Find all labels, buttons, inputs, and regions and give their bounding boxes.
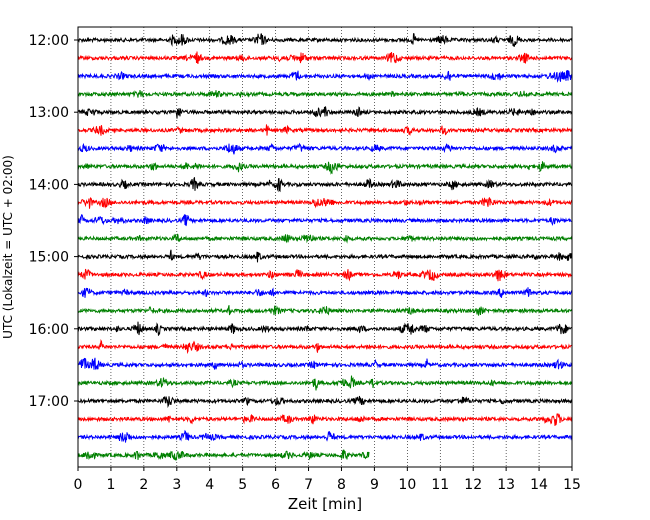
seismic-trace	[77, 142, 573, 155]
y-tick-label: 13:00	[29, 105, 69, 121]
seismic-trace	[77, 413, 573, 426]
plot-background	[78, 27, 572, 467]
seismic-trace	[77, 177, 573, 193]
seismic-trace	[77, 249, 573, 263]
seismic-trace	[77, 321, 573, 336]
y-tick-label: 16:00	[29, 322, 69, 338]
seismic-trace	[77, 51, 573, 64]
x-tick-label: 12	[464, 477, 482, 493]
seismic-trace	[77, 233, 573, 244]
y-axis-label: UTC (Lokalzeit = UTC + 02:00)	[1, 155, 15, 339]
plot-frame	[77, 26, 573, 468]
seismic-trace	[77, 268, 573, 282]
x-tick-label: 4	[205, 477, 214, 493]
seismic-trace	[77, 339, 573, 355]
seismic-trace	[77, 124, 573, 137]
seismic-trace	[77, 70, 573, 83]
seismic-trace	[77, 375, 573, 391]
seismic-trace	[77, 357, 573, 371]
x-tick-label: 7	[304, 477, 313, 493]
x-tick-label: 1	[106, 477, 115, 493]
x-axis-label: Zeit [min]	[288, 495, 362, 513]
seismic-trace	[77, 106, 573, 119]
x-tick-label: 15	[563, 477, 581, 493]
trace-lines	[77, 33, 573, 462]
x-tick-label: 5	[238, 477, 247, 493]
x-tick-label: 14	[530, 477, 548, 493]
seismic-trace	[77, 90, 573, 99]
y-axis-ticks: 12:00 13:00 14:00 15:00 16:00 17:00	[29, 33, 78, 410]
x-gridlines	[110, 27, 540, 467]
x-tick-label: 6	[271, 477, 280, 493]
seismic-trace	[77, 287, 573, 298]
seismic-trace	[77, 449, 370, 462]
y-tick-label: 15:00	[29, 250, 69, 266]
x-tick-label: 10	[398, 477, 416, 493]
x-tick-label: 2	[139, 477, 148, 493]
seismic-trace	[77, 197, 573, 209]
seismic-trace	[77, 395, 573, 409]
seismic-trace	[77, 429, 573, 443]
seismic-trace	[77, 161, 573, 175]
seismic-trace	[77, 305, 573, 316]
y-tick-label: 17:00	[29, 394, 69, 410]
x-tick-label: 11	[431, 477, 449, 493]
seismic-trace	[77, 33, 573, 47]
y-tick-label: 12:00	[29, 33, 69, 49]
y-tick-label: 14:00	[29, 177, 69, 193]
x-tick-label: 13	[497, 477, 515, 493]
x-axis-ticks: 0 1 2 3 4 5 6 7 8 9 10 11 12 13 14 15	[74, 467, 581, 493]
seismic-trace	[77, 214, 573, 227]
x-tick-label: 8	[337, 477, 346, 493]
x-tick-label: 0	[74, 477, 83, 493]
x-tick-label: 3	[172, 477, 181, 493]
x-tick-label: 9	[370, 477, 379, 493]
